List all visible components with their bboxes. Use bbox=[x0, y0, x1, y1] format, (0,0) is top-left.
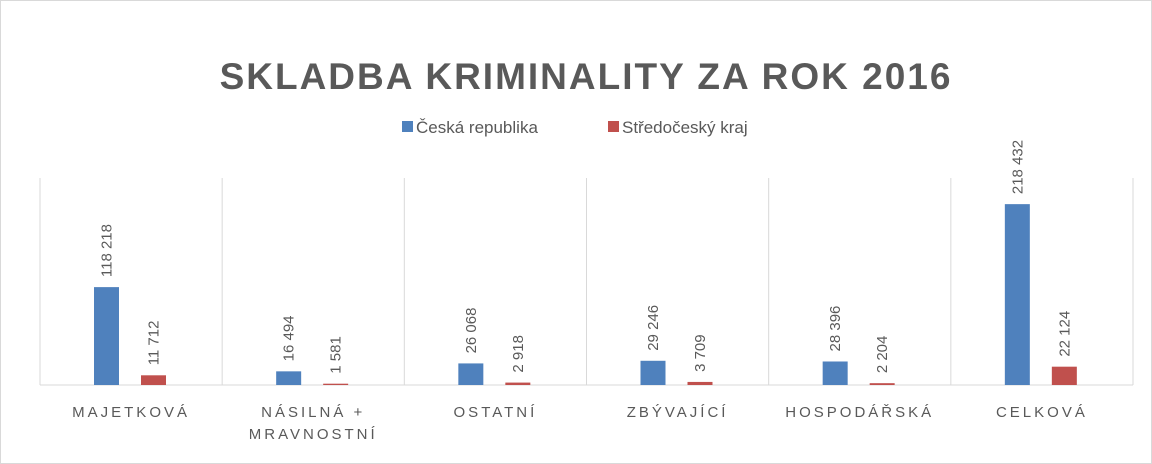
data-label: 3 709 bbox=[692, 334, 709, 372]
bar bbox=[505, 382, 531, 385]
bar bbox=[458, 363, 484, 385]
data-label: 16 494 bbox=[281, 315, 298, 361]
data-label: 29 246 bbox=[645, 305, 662, 351]
x-tick-label: ZBÝVAJÍCÍ bbox=[626, 404, 729, 421]
data-label: 11 712 bbox=[146, 321, 163, 366]
legend-swatch bbox=[402, 121, 413, 132]
bar bbox=[687, 381, 713, 385]
bar bbox=[323, 383, 349, 385]
data-label: 218 432 bbox=[1009, 140, 1026, 194]
bar bbox=[869, 383, 895, 385]
x-tick-label: HOSPODÁŘSKÁ bbox=[785, 404, 935, 421]
bar bbox=[141, 375, 166, 385]
bar bbox=[822, 361, 848, 385]
data-label: 22 124 bbox=[1056, 311, 1073, 357]
bar bbox=[276, 371, 302, 385]
data-label: 2 918 bbox=[510, 335, 527, 373]
chart-title: SKLADBA KRIMINALITY ZA ROK 2016 bbox=[220, 56, 953, 97]
data-label: 26 068 bbox=[463, 308, 480, 354]
x-tick-label: CELKOVÁ bbox=[995, 404, 1088, 421]
bar bbox=[640, 360, 666, 385]
x-tick-label: NÁSILNÁ + MRAVNOSTNÍ bbox=[248, 404, 378, 443]
data-label: 118 218 bbox=[99, 224, 116, 277]
bar bbox=[94, 287, 119, 385]
x-tick-label: MAJETKOVÁ bbox=[72, 404, 190, 421]
data-label: 2 204 bbox=[874, 336, 891, 374]
legend-label: Středočeský kraj bbox=[622, 118, 748, 137]
x-tick-label: OSTATNÍ bbox=[453, 404, 538, 421]
data-label: 28 396 bbox=[827, 306, 844, 352]
legend-swatch bbox=[608, 121, 619, 132]
bar bbox=[1051, 366, 1077, 385]
bar bbox=[1004, 204, 1030, 385]
legend-label: Česká republika bbox=[416, 118, 538, 137]
data-label: 1 581 bbox=[328, 336, 345, 374]
